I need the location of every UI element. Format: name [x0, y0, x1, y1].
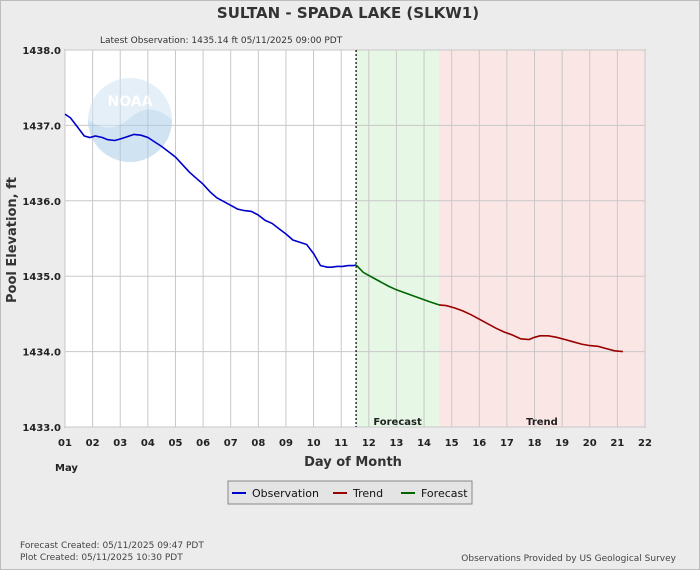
- chart-title: SULTAN - SPADA LAKE (SLKW1): [217, 4, 479, 22]
- x-tick-label: 19: [555, 438, 569, 449]
- x-tick-label: 07: [224, 438, 238, 449]
- x-tick-label: 06: [196, 438, 210, 449]
- legend-entry-forecast: Forecast: [421, 487, 468, 500]
- legend-entry-observation: Observation: [252, 487, 319, 500]
- x-tick-label: 01: [58, 438, 72, 449]
- x-tick-label: 10: [307, 438, 321, 449]
- noaa-logo: NOAA: [88, 78, 172, 162]
- x-tick-label: 08: [251, 438, 265, 449]
- x-tick-label: 05: [169, 438, 183, 449]
- y-tick-label: 1437.0: [22, 121, 61, 132]
- y-tick-label: 1434.0: [22, 348, 61, 359]
- x-tick-label: 18: [528, 438, 542, 449]
- x-tick-label: 12: [362, 438, 376, 449]
- x-tick-label: 21: [610, 438, 624, 449]
- series-line-trend: [438, 304, 623, 353]
- forecast-region-label: Forecast: [373, 417, 422, 428]
- series-lines: [64, 113, 623, 353]
- y-axis-ticks: 1433.0 1434.0 1435.0 1436.0 1437.0 1438.0: [22, 46, 61, 434]
- forecast-trend-regions: [356, 50, 645, 427]
- month-label: May: [55, 463, 78, 474]
- trend-region-label: Trend: [526, 417, 558, 428]
- region-forecast: [356, 50, 439, 427]
- series-line-forecast: [355, 264, 440, 306]
- series-line-observation: [64, 113, 357, 269]
- x-tick-label: 20: [583, 438, 597, 449]
- legend: Observation Trend Forecast: [227, 480, 473, 505]
- y-tick-label: 1435.0: [22, 272, 61, 283]
- x-tick-label: 22: [638, 438, 652, 449]
- latest-observation: Latest Observation: 1435.14 ft 05/11/202…: [100, 36, 343, 46]
- y-tick-label: 1436.0: [22, 197, 61, 208]
- x-tick-label: 03: [113, 438, 127, 449]
- y-axis-label: Pool Elevation, ft: [5, 177, 20, 303]
- noaa-logo-text: NOAA: [108, 94, 153, 110]
- data-source: Observations Provided by US Geological S…: [461, 554, 676, 564]
- x-tick-label: 11: [334, 438, 348, 449]
- y-tick-label: 1433.0: [22, 423, 61, 434]
- legend-entry-trend: Trend: [352, 487, 383, 500]
- x-tick-label: 13: [389, 438, 403, 449]
- region-trend: [438, 50, 645, 427]
- x-tick-label: 16: [472, 438, 486, 449]
- x-tick-label: 14: [417, 438, 431, 449]
- x-axis-ticks: 01 02 03 04 05 06 07 08 09 10 11 12 13 14 15 16 17 18 19 20…: [58, 438, 652, 449]
- x-tick-label: 09: [279, 438, 293, 449]
- plot-created: Plot Created: 05/11/2025 10:30 PDT: [20, 553, 183, 563]
- legend-box: [227, 480, 473, 505]
- x-axis-label: Day of Month: [304, 455, 402, 470]
- x-tick-label: 15: [445, 438, 459, 449]
- x-tick-label: 02: [86, 438, 100, 449]
- forecast-created: Forecast Created: 05/11/2025 09:47 PDT: [20, 541, 204, 551]
- x-tick-label: 04: [141, 438, 155, 449]
- x-tick-label: 17: [500, 438, 514, 449]
- y-tick-label: 1438.0: [22, 46, 61, 57]
